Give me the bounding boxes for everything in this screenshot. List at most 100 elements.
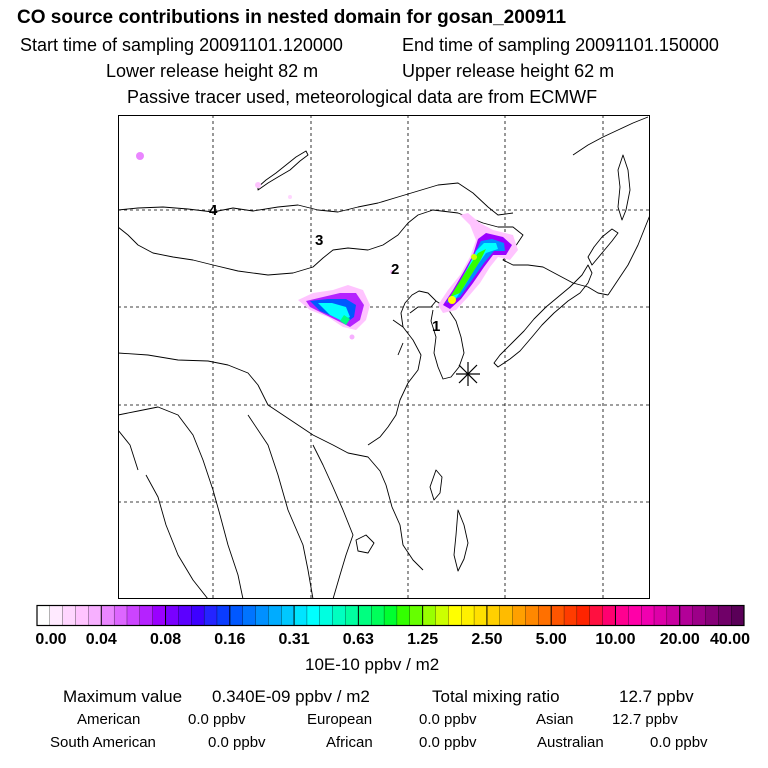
- colorbar-cell: [332, 605, 346, 626]
- colorbar-cell: [49, 605, 64, 626]
- colorbar-tick-label: 5.00: [536, 631, 567, 648]
- colorbar-cell: [126, 605, 141, 626]
- lake-outline: [257, 150, 309, 191]
- region-name-african: African: [326, 734, 373, 751]
- border-line: [118, 429, 139, 471]
- colorbar-cell: [653, 605, 668, 626]
- region-labels: 1 2 3 4: [209, 202, 440, 335]
- lower-release-height: Lower release height 82 m: [106, 61, 319, 81]
- map-frame: [118, 115, 650, 599]
- coastline: [430, 300, 465, 380]
- colorbar-cell: [731, 605, 745, 626]
- total-mixing-ratio-label: Total mixing ratio: [432, 687, 560, 706]
- plume-contour: [450, 249, 486, 297]
- colorbar-cell: [409, 605, 424, 626]
- region-value-american: 0.0 ppbv: [188, 711, 246, 728]
- colorbar-cell: [165, 605, 179, 626]
- colorbar-cell: [602, 605, 616, 626]
- colorbar-tick-label: 1.25: [407, 631, 438, 648]
- colorbar-cell: [62, 605, 77, 626]
- colorbar-cell: [36, 605, 51, 626]
- border-line: [118, 209, 474, 276]
- plume-fields: [136, 152, 518, 340]
- colorbar-cell: [345, 605, 359, 626]
- coastline: [493, 264, 593, 368]
- colorbar-cell: [319, 605, 334, 626]
- colorbar-cell: [88, 605, 102, 626]
- map-panel: 1 2 3 4: [118, 115, 650, 599]
- region-label-4: 4: [209, 202, 218, 219]
- upper-release-height: Upper release height 62 m: [402, 61, 615, 81]
- region-value-south-american: 0.0 ppbv: [208, 734, 266, 751]
- region-name-european: European: [307, 711, 373, 728]
- colorbar-cell: [268, 605, 282, 626]
- plume-peak: [471, 254, 477, 260]
- colorbar-cell: [358, 605, 372, 626]
- colorbar-cell: [383, 605, 398, 626]
- colorbar-cell: [551, 605, 565, 626]
- coastline: [367, 319, 422, 446]
- colorbar-cell: [178, 605, 192, 626]
- colorbar-cell: [113, 605, 128, 626]
- colorbar-tick-labels: 0.00 0.04 0.08 0.16 0.31 0.63 1.25 2.50 5.00 10.0…: [35, 631, 750, 648]
- colorbar-cell: [448, 605, 462, 626]
- colorbar-tick-label: 0.16: [214, 631, 245, 648]
- colorbar-cell: [281, 605, 295, 626]
- region-name-south-american: South American: [50, 734, 156, 751]
- colorbar-cell: [139, 605, 154, 626]
- coastline: [312, 444, 354, 599]
- plume-patch: [255, 182, 261, 188]
- coastline: [607, 214, 650, 296]
- border-line: [145, 474, 209, 599]
- colorbar-cell: [306, 605, 321, 626]
- colorbar-tick-label: 2.50: [471, 631, 502, 648]
- region-name-australian: Australian: [537, 734, 604, 751]
- region-value-european: 0.0 ppbv: [419, 711, 477, 728]
- coastline: [587, 228, 619, 266]
- region-name-american: American: [77, 711, 141, 728]
- total-mixing-ratio-value: 12.7 ppbv: [619, 687, 694, 706]
- colorbar-cell: [371, 605, 385, 626]
- max-value: 0.340E-09 ppbv / m2: [212, 687, 370, 706]
- colorbar-cell: [422, 605, 436, 626]
- colorbar-cell: [641, 605, 655, 626]
- coastline: [453, 509, 469, 572]
- end-sampling-time: End time of sampling 20091101.150000: [402, 35, 719, 55]
- colorbar-tick-label: 0.04: [86, 631, 117, 648]
- colorbar-cells: [36, 605, 745, 626]
- region-value-australian: 0.0 ppbv: [650, 734, 708, 751]
- colorbar-cell: [473, 605, 488, 626]
- colorbar-cell: [538, 605, 552, 626]
- colorbar-cell: [203, 605, 218, 626]
- colorbar-cell: [563, 605, 578, 626]
- colorbar-cell: [152, 605, 166, 626]
- colorbar-cell: [615, 605, 629, 626]
- colorbar-tick-label: 10.00: [595, 631, 635, 648]
- coastline: [617, 154, 631, 221]
- colorbar-cell: [705, 605, 719, 626]
- colorbar-cell: [229, 605, 244, 626]
- max-value-label: Maximum value: [63, 687, 183, 706]
- colorbar-cell: [718, 605, 732, 626]
- coastline: [429, 469, 443, 501]
- region-name-asian: Asian: [536, 711, 574, 728]
- colorbar-cell: [486, 605, 501, 626]
- plume-patch: [390, 270, 394, 274]
- graticule: [118, 115, 650, 599]
- colorbar-tick-label: 20.00: [660, 631, 700, 648]
- border-line: [118, 352, 424, 571]
- colorbar-cell: [589, 605, 604, 626]
- colorbar-cell: [679, 605, 694, 626]
- border-line: [247, 414, 314, 599]
- plume-contour: [340, 315, 350, 325]
- colorbar-cell: [191, 605, 205, 626]
- coastline: [397, 342, 404, 356]
- coastline: [572, 116, 649, 156]
- plume-peak: [448, 296, 456, 304]
- colorbar-cell: [396, 605, 411, 626]
- plume-patch: [288, 195, 292, 199]
- coastline: [355, 534, 375, 554]
- region-label-1: 1: [432, 318, 440, 335]
- region-value-asian: 12.7 ppbv: [612, 711, 678, 728]
- colorbar-tick-label: 0.31: [279, 631, 310, 648]
